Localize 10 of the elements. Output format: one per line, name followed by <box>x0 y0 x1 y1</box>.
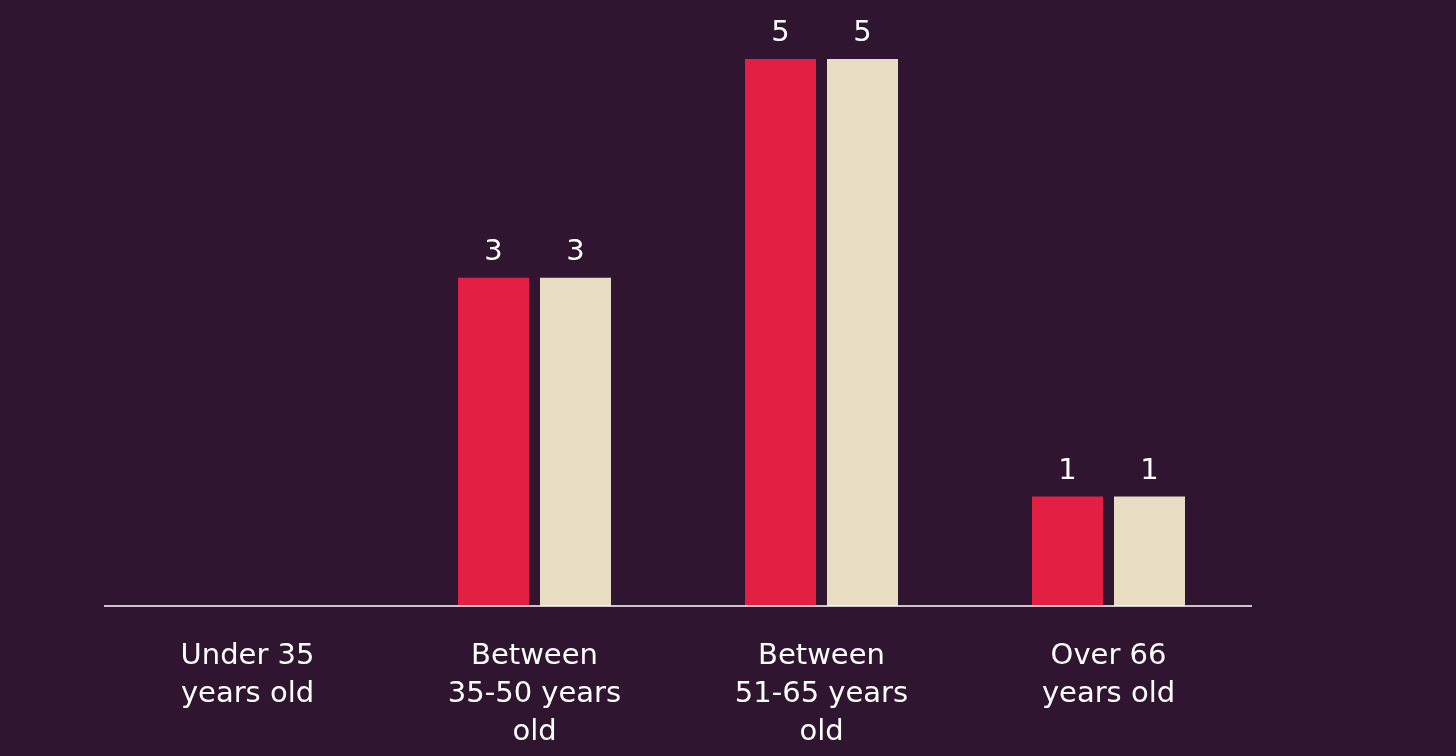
data-label: 3 <box>566 232 585 267</box>
data-label: 5 <box>853 14 872 48</box>
x-tick-label: Between 51-65 years old <box>734 637 909 747</box>
x-tick-label: Between 35-50 years old <box>447 637 622 747</box>
data-label: 3 <box>484 232 503 267</box>
x-tick-label: Over 66 years old <box>1041 637 1176 709</box>
data-label: 1 <box>1140 451 1159 486</box>
x-tick-label: Under 35 years old <box>180 637 315 709</box>
data-label: 5 <box>771 14 790 48</box>
data-label: 1 <box>1058 451 1077 486</box>
